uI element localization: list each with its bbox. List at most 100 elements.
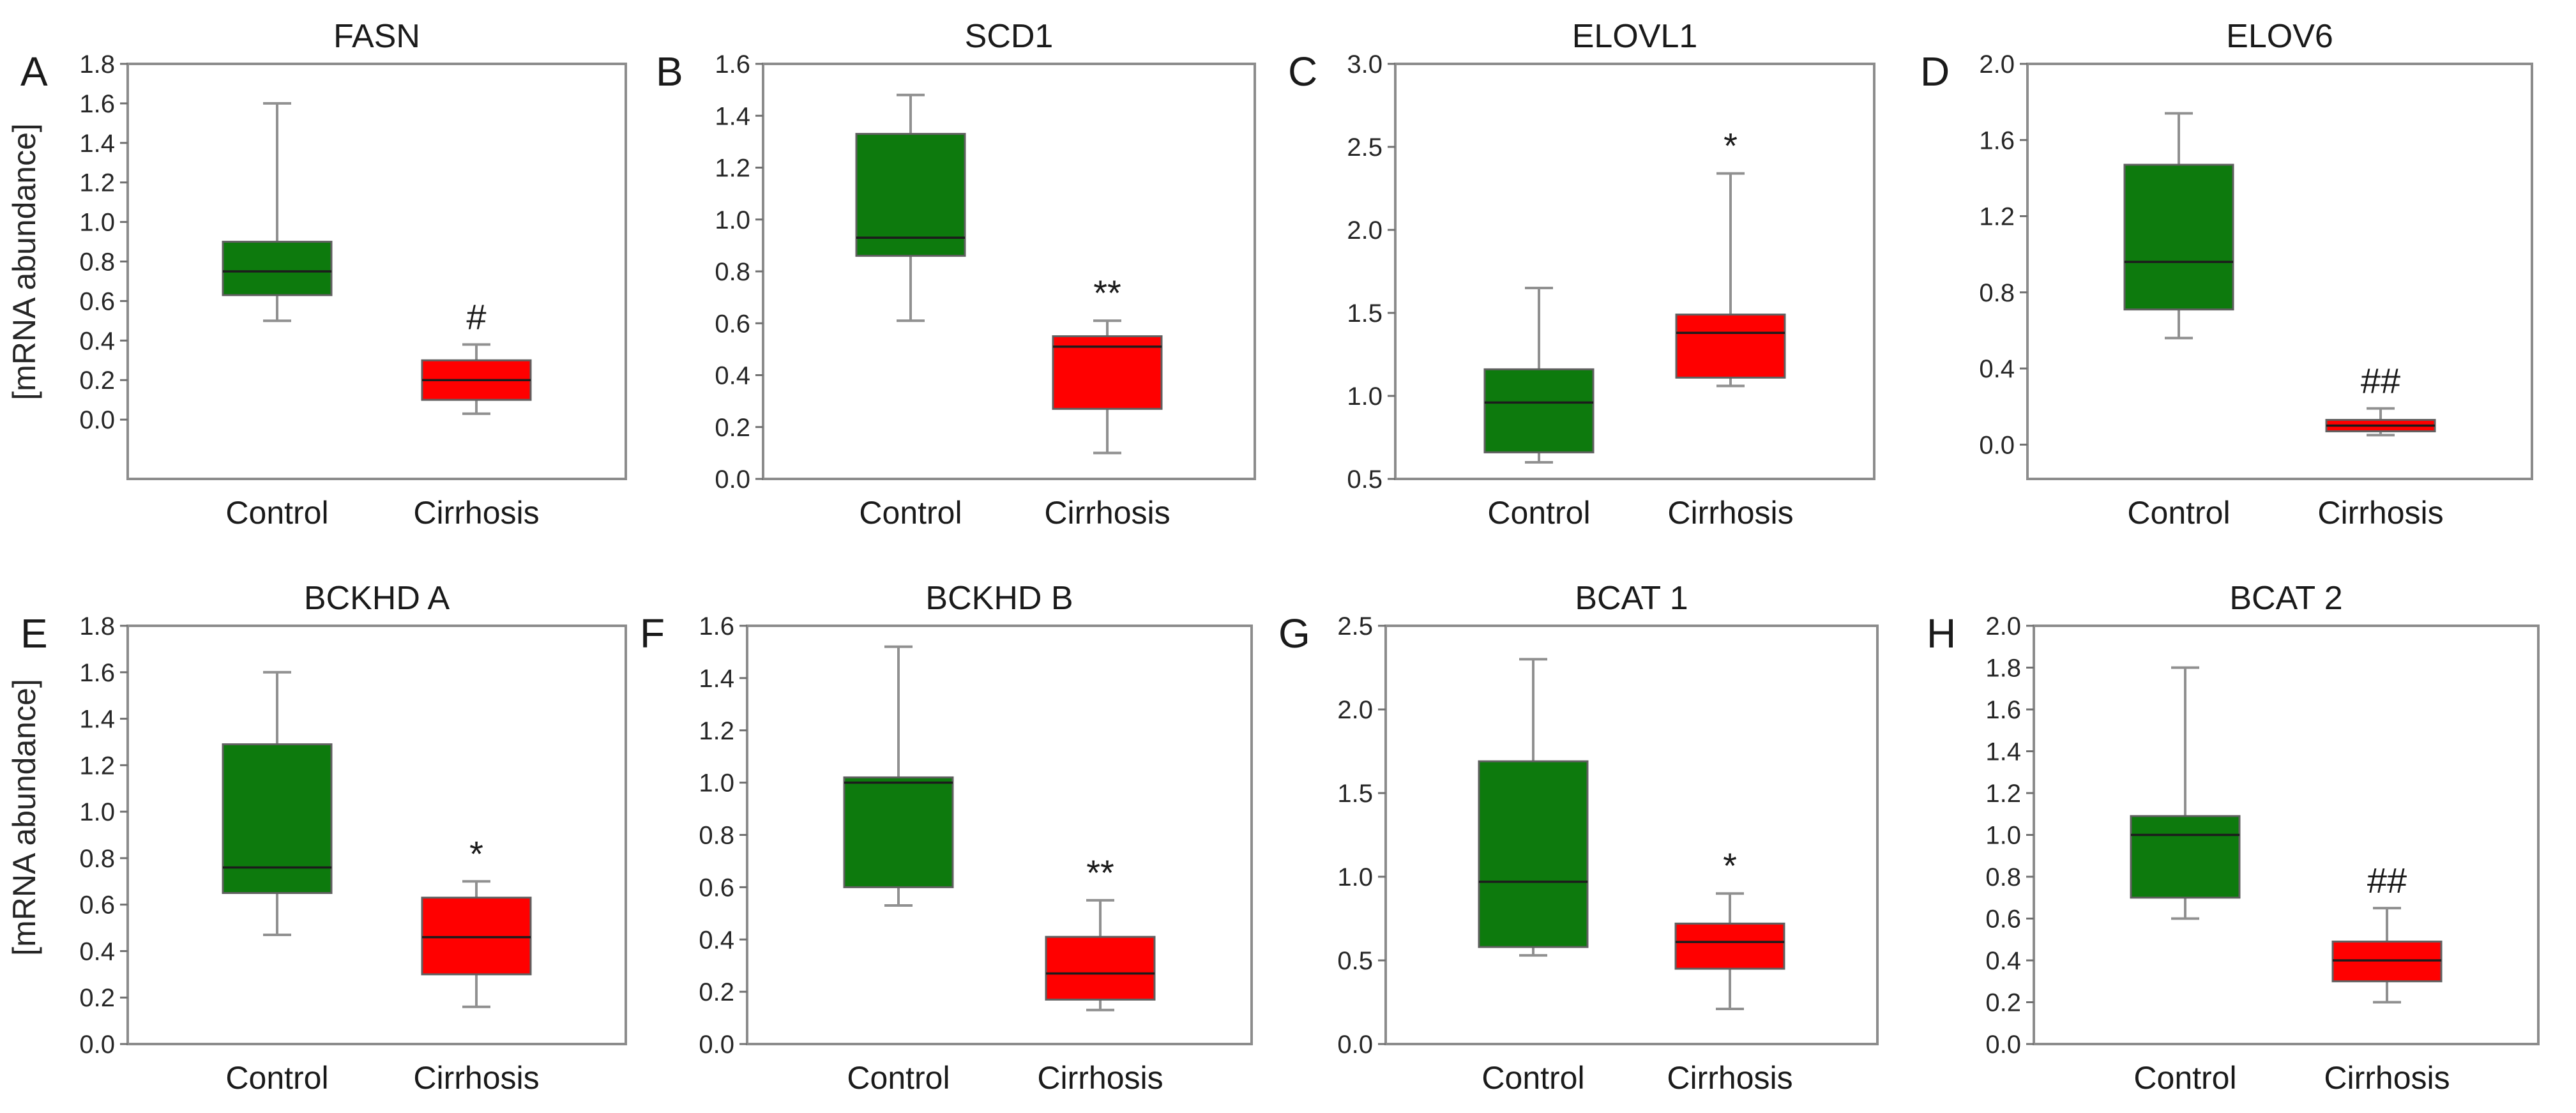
box-control xyxy=(855,93,966,322)
box-control xyxy=(1478,658,1589,957)
y-tick-label: 1.4 xyxy=(699,665,734,693)
x-category-label: Cirrhosis xyxy=(2324,1060,2450,1096)
panel-letter: B xyxy=(656,49,683,95)
y-tick-label: 2.0 xyxy=(1985,612,2021,640)
y-tick-label: 0.8 xyxy=(79,845,115,873)
plot-frame xyxy=(762,63,1256,480)
y-tick-label: 1.8 xyxy=(1985,655,2021,683)
x-category-label: Cirrhosis xyxy=(2317,495,2443,531)
box-body xyxy=(1674,922,1785,970)
y-tick-label: 1.2 xyxy=(715,155,750,183)
panel-letter: H xyxy=(1927,610,1956,656)
y-tick-label: 0.0 xyxy=(699,1031,734,1059)
y-tick-label: 1.6 xyxy=(1985,696,2021,724)
panel-a: 0.0 0.2 0.4 0.6 0.8 1.0 1.2 1.4 1.6 1.8 FASN A Contr… xyxy=(20,18,627,531)
y-tick-label: 0.6 xyxy=(699,874,734,902)
y-tick-label: 1.4 xyxy=(79,706,115,734)
x-category-label: Control xyxy=(225,1060,328,1096)
box-control xyxy=(2130,666,2241,920)
y-tick-label: 0.4 xyxy=(79,937,115,965)
panel-letter: F xyxy=(640,610,665,656)
y-tick-label: 0.0 xyxy=(79,406,115,434)
x-category-label: Cirrhosis xyxy=(1667,1060,1792,1096)
y-tick-label: 2.5 xyxy=(1337,612,1373,640)
box-cirrhosis xyxy=(1675,172,1786,388)
box-cirrhosis xyxy=(1674,892,1785,1010)
y-tick-label: 0.0 xyxy=(1985,1031,2021,1059)
panel-title: BCAT 2 xyxy=(2229,580,2342,617)
significance-marker: ## xyxy=(2367,860,2407,900)
y-tick-label: 1.8 xyxy=(79,612,115,640)
y-tick-label: 1.0 xyxy=(1347,382,1383,411)
plot-frame xyxy=(2033,625,2540,1045)
y-tick-label: 2.5 xyxy=(1347,133,1383,162)
panel-f: 0.0 0.2 0.4 0.6 0.8 1.0 1.2 1.4 1.6 BCKHD B F Contr… xyxy=(640,580,1253,1096)
x-category-label: Control xyxy=(225,495,328,531)
y-tick-label: 0.6 xyxy=(715,310,750,338)
box-body xyxy=(222,241,333,296)
panel-d: 0.0 0.4 0.8 1.2 1.6 2.0 ELOV6 D Control Cirrhosis… xyxy=(1920,18,2533,531)
box-body xyxy=(1045,935,1156,1001)
box-body xyxy=(222,743,333,894)
x-category-label: Cirrhosis xyxy=(1037,1060,1163,1096)
x-category-label: Control xyxy=(1481,1060,1584,1096)
y-tick-label: 0.2 xyxy=(699,978,734,1006)
panel-title: ELOV6 xyxy=(2226,18,2333,55)
plot-frame xyxy=(746,625,1253,1045)
plot-frame xyxy=(1394,63,1875,480)
box-control xyxy=(843,645,954,907)
y-tick-label: 0.0 xyxy=(715,466,750,494)
box-control xyxy=(222,102,333,322)
y-tick-label: 0.5 xyxy=(1337,947,1373,975)
y-tick-label: 1.4 xyxy=(79,130,115,158)
y-axis-label-top: [mRNA abundance] xyxy=(6,123,42,400)
y-tick-label: 1.6 xyxy=(79,90,115,118)
box-body xyxy=(421,897,532,976)
y-tick-label: 0.6 xyxy=(79,287,115,315)
y-tick-label: 0.8 xyxy=(699,822,734,850)
x-category-label: Cirrhosis xyxy=(413,1060,539,1096)
y-tick-label: 1.4 xyxy=(715,102,750,130)
y-tick-label: 2.0 xyxy=(1979,50,2015,79)
panel-title: BCKHD B xyxy=(925,580,1073,617)
panel-title: SCD1 xyxy=(965,18,1054,55)
significance-marker: ## xyxy=(2361,361,2400,401)
y-axis-label-bottom: [mRNA abundance] xyxy=(6,679,42,956)
box-body xyxy=(1675,314,1786,379)
y-tick-label: 1.6 xyxy=(715,50,750,79)
x-category-label: Cirrhosis xyxy=(1044,495,1170,531)
y-tick-label: 0.8 xyxy=(79,248,115,276)
panel-title: FASN xyxy=(333,18,420,55)
box-cirrhosis xyxy=(421,343,532,415)
panel-e: 0.0 0.2 0.4 0.6 0.8 1.0 1.2 1.4 1.6 1.8 BCKHD A E Co… xyxy=(20,580,627,1096)
panel-title: ELOVL1 xyxy=(1572,18,1698,55)
x-category-label: Control xyxy=(859,495,962,531)
y-tick-label: 1.2 xyxy=(699,717,734,745)
y-tick-label: 0.4 xyxy=(79,327,115,355)
plot-frame xyxy=(126,625,627,1045)
x-category-label: Control xyxy=(2127,495,2230,531)
x-category-label: Control xyxy=(1487,495,1590,531)
y-tick-label: 0.2 xyxy=(715,414,750,442)
box-cirrhosis xyxy=(2325,407,2436,437)
y-tick-label: 1.0 xyxy=(1985,822,2021,850)
x-category-label: Cirrhosis xyxy=(1667,495,1793,531)
panel-letter: G xyxy=(1278,610,1310,656)
y-tick-label: 0.0 xyxy=(1979,431,2015,459)
y-tick-label: 0.8 xyxy=(715,258,750,286)
x-category-label: Control xyxy=(847,1060,950,1096)
y-tick-label: 1.5 xyxy=(1347,299,1383,328)
y-tick-label: 0.0 xyxy=(79,1031,115,1059)
significance-marker: * xyxy=(1723,845,1737,886)
y-tick-label: 0.2 xyxy=(79,984,115,1012)
y-tick-label: 1.4 xyxy=(1985,738,2021,766)
y-tick-label: 0.4 xyxy=(699,926,734,954)
box-body xyxy=(2123,163,2234,311)
plot-frame xyxy=(2026,63,2533,480)
y-tick-label: 0.6 xyxy=(79,891,115,920)
y-tick-label: 1.2 xyxy=(79,169,115,197)
significance-marker: * xyxy=(1724,126,1738,166)
panel-letter: A xyxy=(20,49,48,95)
y-tick-label: 0.0 xyxy=(1337,1031,1373,1059)
